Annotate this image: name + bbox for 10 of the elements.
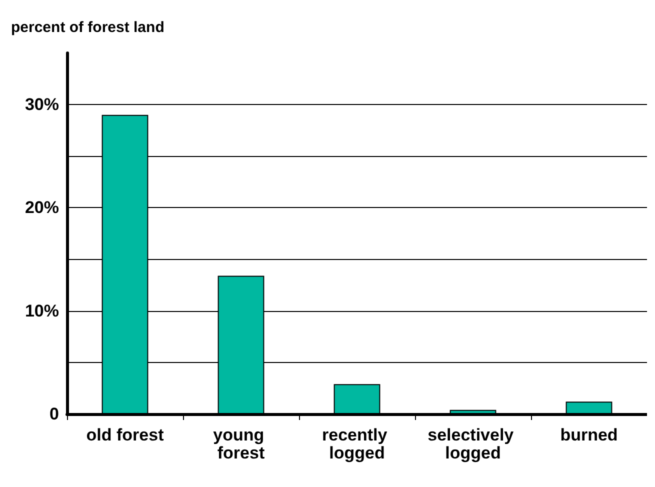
x-tick-label: recently logged [322, 426, 392, 462]
x-tick-label: selectively logged [428, 426, 518, 462]
x-tick-label: old forest [86, 426, 164, 444]
y-tick-label: 0 [50, 404, 59, 424]
x-tick-label: young forest [213, 426, 269, 462]
y-tick-label: 30% [24, 95, 59, 114]
y-tick-label: 20% [24, 198, 59, 218]
x-tick-label: burned [560, 426, 618, 444]
y-axis-title: percent of forest land [11, 19, 164, 36]
y-tick-label: 10% [24, 301, 59, 320]
